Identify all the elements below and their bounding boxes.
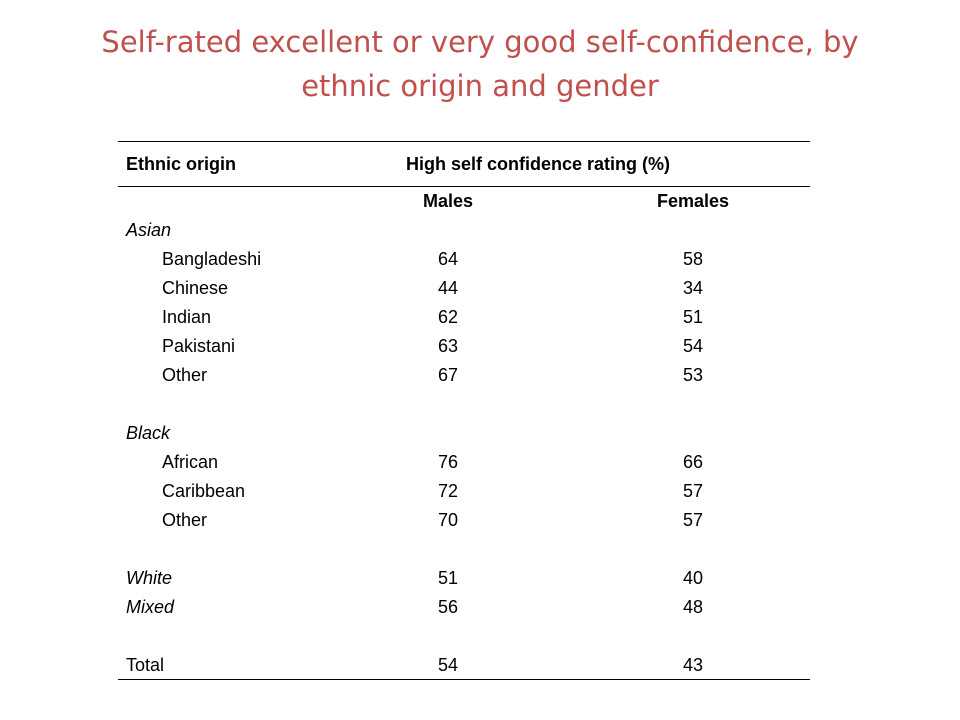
females-value: 57 [682, 510, 704, 530]
row-label: Pakistani [162, 336, 236, 356]
table-header: Ethnic origin High self confidence ratin… [118, 142, 810, 187]
males-value: 56 [437, 597, 459, 617]
females-value: 54 [682, 336, 704, 356]
row-label: Bangladeshi [162, 249, 262, 269]
row-label: Total [126, 655, 165, 675]
confidence-table: Ethnic origin High self confidence ratin… [118, 141, 810, 680]
row-label: White [126, 568, 173, 588]
row-label: Indian [162, 307, 212, 327]
males-value: 51 [437, 568, 459, 588]
row-label: Chinese [162, 278, 229, 298]
table-row: Total 54 43 [118, 651, 810, 680]
females-value: 34 [682, 278, 704, 298]
table-bottom-rule [118, 679, 810, 680]
table-body: Asian Bangladeshi 64 58 Chinese 44 34 Indian 62 5… [118, 216, 810, 680]
males-value: 72 [437, 481, 459, 501]
males-value: 54 [437, 655, 459, 675]
row-label: Black [126, 423, 171, 443]
table-row: Asian [118, 216, 810, 245]
page-title: Self-rated excellent or very good self-c… [101, 25, 859, 103]
females-value: 40 [682, 568, 704, 588]
table-row: White 51 40 [118, 564, 810, 593]
females-value: 66 [682, 452, 704, 472]
table-row: Pakistani 63 54 [118, 332, 810, 361]
males-value: 67 [437, 365, 459, 385]
table-row: Black [118, 419, 810, 448]
table-row: Mixed 56 48 [118, 593, 810, 622]
row-label: African [162, 452, 219, 472]
table-row: Indian 62 51 [118, 303, 810, 332]
females-value: 57 [682, 481, 704, 501]
spacer-row [118, 390, 810, 419]
header-ethnic-origin: Ethnic origin [126, 154, 236, 174]
males-value: 62 [437, 307, 459, 327]
males-value: 64 [437, 249, 459, 269]
females-value: 53 [682, 365, 704, 385]
row-label: Mixed [126, 597, 175, 617]
col-females-header: Females [656, 191, 730, 211]
males-value: 44 [437, 278, 459, 298]
table-row: Other 67 53 [118, 361, 810, 390]
subheader-row: Males Females [118, 187, 810, 216]
males-value: 76 [437, 452, 459, 472]
table-row: Bangladeshi 64 58 [118, 245, 810, 274]
males-value: 63 [437, 336, 459, 356]
row-label: Other [162, 510, 208, 530]
row-label: Caribbean [162, 481, 246, 501]
table-row: Caribbean 72 57 [118, 477, 810, 506]
females-value: 58 [682, 249, 704, 269]
spacer-row [118, 622, 810, 651]
row-label: Asian [126, 220, 172, 240]
females-value: 51 [682, 307, 704, 327]
header-rating: High self confidence rating (%) [405, 154, 671, 174]
table-row: Other 70 57 [118, 506, 810, 535]
col-males-header: Males [422, 191, 474, 211]
females-value: 43 [682, 655, 704, 675]
table-row: Chinese 44 34 [118, 274, 810, 303]
row-label: Other [162, 365, 208, 385]
females-value: 48 [682, 597, 704, 617]
spacer-row [118, 535, 810, 564]
males-value: 70 [437, 510, 459, 530]
table-row: African 76 66 [118, 448, 810, 477]
